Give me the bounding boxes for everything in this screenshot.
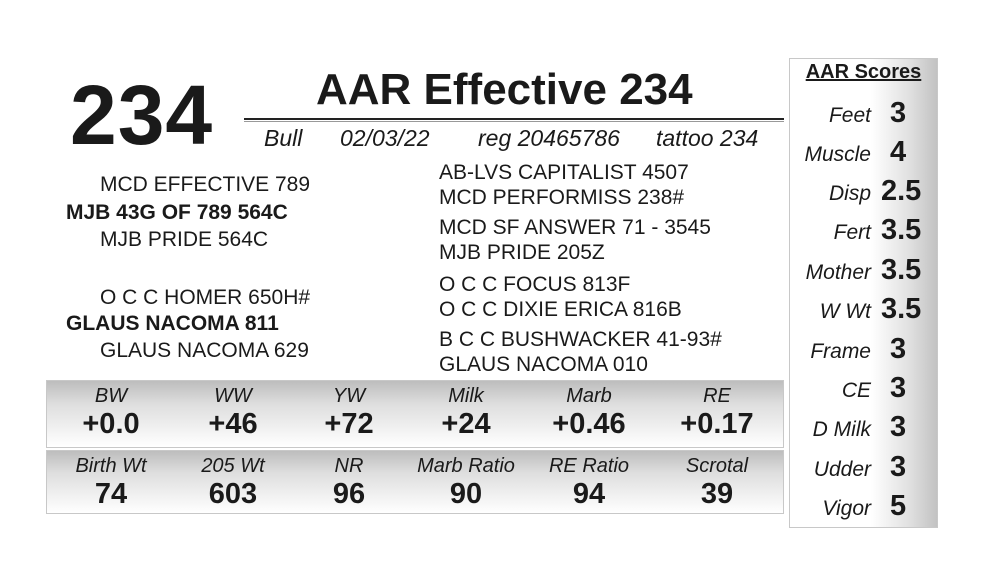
- epd-label: BW: [94, 385, 128, 407]
- score-value: 5: [890, 490, 907, 522]
- score-w-wt: W Wt 3.5: [790, 291, 937, 331]
- epd-value: +46: [208, 408, 258, 440]
- score-value: 3: [890, 97, 907, 129]
- sire: MJB 43G OF 789 564C: [66, 201, 288, 224]
- score-label: CE: [841, 379, 871, 402]
- dam-sire-sire: O C C FOCUS 813F: [439, 273, 631, 296]
- score-value: 3: [890, 451, 907, 483]
- sire-sire-sire: AB-LVS CAPITALIST 4507: [439, 161, 689, 184]
- score-label: Disp: [828, 182, 871, 205]
- perf-label: Scrotal: [685, 455, 749, 477]
- perf-label: Birth Wt: [75, 455, 147, 477]
- perf-value: 96: [332, 478, 366, 510]
- perf-marb-ratio: Marb Ratio 90: [406, 455, 526, 511]
- dam: GLAUS NACOMA 811: [66, 312, 279, 335]
- score-label: Fert: [833, 221, 871, 244]
- sire-dam-sire: MCD SF ANSWER 71 - 3545: [439, 216, 711, 239]
- epd-panel: BW +0.0 WW +46 YW +72 Milk +24 Marb +0.4…: [46, 380, 784, 448]
- score-feet: Feet 3: [790, 95, 937, 135]
- perf-label: NR: [334, 455, 364, 477]
- perf-value: 94: [572, 478, 606, 510]
- lot-number: 234: [70, 68, 214, 162]
- score-value: 3.5: [881, 254, 922, 286]
- score-label: Vigor: [822, 497, 871, 520]
- score-d-milk: D Milk 3: [790, 409, 937, 449]
- sire-sire: MCD EFFECTIVE 789: [100, 173, 311, 196]
- score-value: 3: [890, 333, 907, 365]
- epd-label: Marb: [566, 385, 612, 407]
- dam-dam-dam: GLAUS NACOMA 010: [439, 353, 648, 376]
- perf-label: 205 Wt: [201, 455, 265, 477]
- epd-ww: WW +46: [173, 385, 293, 441]
- score-label: Frame: [810, 340, 871, 363]
- score-value: 2.5: [881, 175, 922, 207]
- perf-value: 74: [94, 478, 128, 510]
- perf-value: 39: [700, 478, 734, 510]
- perf-value: 90: [449, 478, 483, 510]
- epd-label: RE: [703, 385, 731, 407]
- tattoo: tattoo 234: [656, 125, 759, 151]
- epd-re: RE +0.17: [657, 385, 777, 441]
- performance-panel: Birth Wt 74 205 Wt 603 NR 96 Marb Ratio …: [46, 450, 784, 514]
- epd-label: WW: [214, 385, 252, 407]
- sire-sire-dam: MCD PERFORMISS 238#: [439, 186, 685, 209]
- dam-sire: O C C HOMER 650H#: [100, 286, 311, 309]
- score-value: 3.5: [881, 293, 922, 325]
- epd-value: +0.0: [82, 408, 140, 440]
- perf-label: Marb Ratio: [417, 455, 515, 477]
- scores-title: AAR Scores: [805, 61, 922, 83]
- perf-value: 603: [208, 478, 258, 510]
- score-label: Mother: [805, 261, 871, 284]
- perf-re-ratio: RE Ratio 94: [529, 455, 649, 511]
- epd-value: +0.46: [552, 408, 626, 440]
- epd-value: +24: [441, 408, 491, 440]
- score-value: 3: [890, 411, 907, 443]
- perf-205-wt: 205 Wt 603: [173, 455, 293, 511]
- score-muscle: Muscle 4: [790, 134, 937, 174]
- score-mother: Mother 3.5: [790, 252, 937, 292]
- epd-label: Milk: [448, 385, 484, 407]
- title-divider: [244, 118, 784, 120]
- sire-dam: MJB PRIDE 564C: [100, 228, 269, 251]
- sire-dam-dam: MJB PRIDE 205Z: [439, 241, 605, 264]
- title-divider-shadow: [244, 121, 784, 122]
- score-fert: Fert 3.5: [790, 212, 937, 252]
- epd-value: +0.17: [680, 408, 754, 440]
- score-label: D Milk: [812, 418, 871, 441]
- score-label: Feet: [828, 104, 871, 127]
- epd-value: +72: [324, 408, 374, 440]
- score-frame: Frame 3: [790, 331, 937, 371]
- aar-scores-panel: AAR Scores Feet 3 Muscle 4 Disp 2.5 Fert…: [789, 58, 938, 528]
- score-value: 3: [890, 372, 907, 404]
- epd-label: YW: [332, 385, 366, 407]
- score-label: Muscle: [804, 143, 871, 166]
- epd-yw: YW +72: [289, 385, 409, 441]
- animal-name: AAR Effective 234: [316, 65, 693, 114]
- score-disp: Disp 2.5: [790, 173, 937, 213]
- perf-scrotal: Scrotal 39: [657, 455, 777, 511]
- epd-bw: BW +0.0: [51, 385, 171, 441]
- perf-label: RE Ratio: [548, 455, 630, 477]
- score-ce: CE 3: [790, 370, 937, 410]
- score-label: Udder: [813, 458, 871, 481]
- score-value: 4: [890, 136, 907, 168]
- perf-nr: NR 96: [289, 455, 409, 511]
- dam-dam: GLAUS NACOMA 629: [100, 339, 309, 362]
- perf-birth-wt: Birth Wt 74: [51, 455, 171, 511]
- score-label: W Wt: [819, 300, 871, 323]
- dam-dam-sire: B C C BUSHWACKER 41-93#: [439, 328, 722, 351]
- sex-label: Bull: [264, 125, 303, 151]
- birth-date: 02/03/22: [340, 125, 430, 151]
- score-value: 3.5: [881, 214, 922, 246]
- epd-marb: Marb +0.46: [529, 385, 649, 441]
- dam-sire-dam: O C C DIXIE ERICA 816B: [439, 298, 682, 321]
- score-vigor: Vigor 5: [790, 488, 937, 528]
- epd-milk: Milk +24: [406, 385, 526, 441]
- registration-number: reg 20465786: [478, 125, 620, 151]
- score-udder: Udder 3: [790, 449, 937, 489]
